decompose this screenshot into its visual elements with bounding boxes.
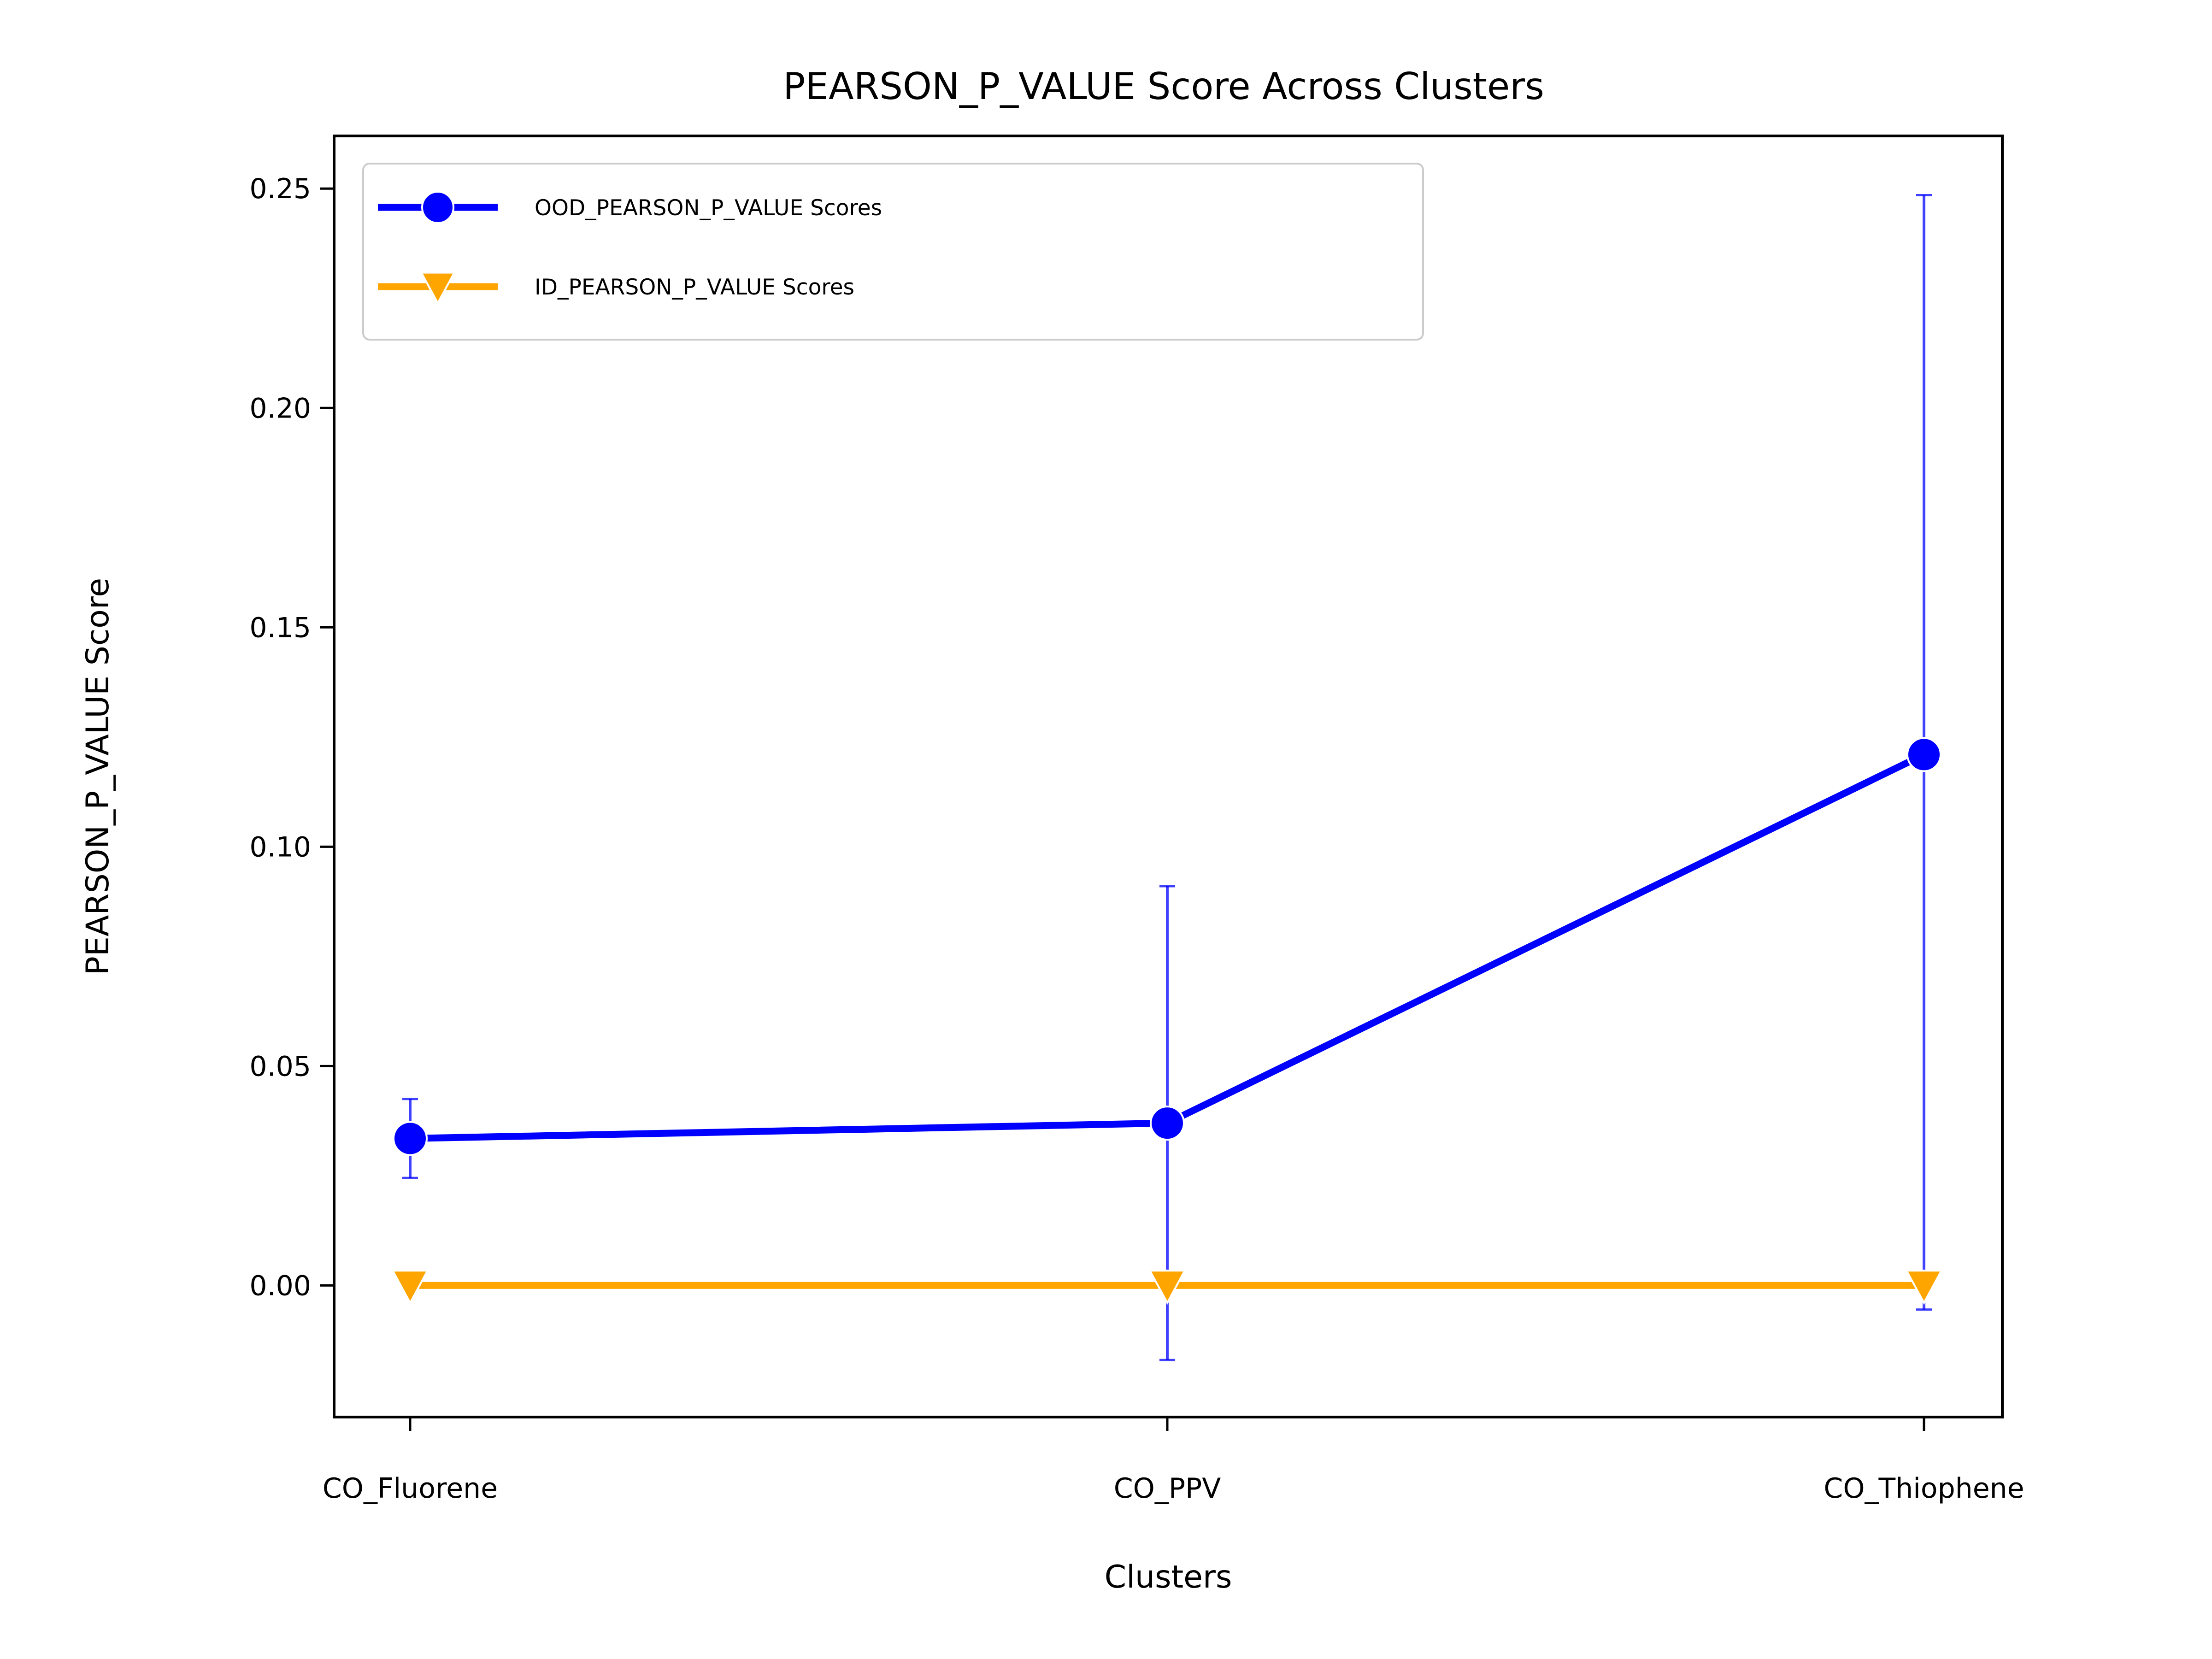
- id-pearson-p-value-scores-point: [391, 1270, 429, 1305]
- ood-pearson-p-value-scores-point: [1150, 1106, 1185, 1141]
- y-tick-label: 0.10: [249, 831, 311, 863]
- ood-pearson-p-value-scores-point: [1906, 737, 1941, 772]
- axis-ticks: 0.00 0.05 0.10 0.15 0.20 0.25 CO_Fluorene CO_PP…: [249, 173, 2024, 1505]
- legend-entry: ID_PEARSON_P_VALUE Scores: [378, 271, 854, 305]
- x-tick-label: CO_Thiophene: [1824, 1472, 2024, 1505]
- legend-frame: [362, 163, 1424, 341]
- y-tick-label: 0.20: [249, 392, 311, 424]
- y-tick-label: 0.00: [249, 1270, 311, 1302]
- y-tick-label: 0.05: [249, 1050, 311, 1082]
- y-tick-label: 0.25: [249, 173, 311, 205]
- legend-label: ID_PEARSON_P_VALUE Scores: [535, 275, 854, 300]
- id-pearson-p-value-scores-point: [1905, 1270, 1943, 1305]
- x-tick-label: CO_Fluorene: [323, 1472, 498, 1505]
- legend-label: OOD_PEARSON_P_VALUE Scores: [535, 195, 882, 221]
- chart-title: PEARSON_P_VALUE Score Across Clusters: [783, 65, 1544, 108]
- ood-pearson-p-value-scores-point: [393, 1121, 428, 1156]
- plot-area: [391, 194, 1943, 1361]
- x-tick-label: CO_PPV: [1114, 1472, 1221, 1505]
- y-axis-label: PEARSON_P_VALUE Score: [80, 578, 116, 975]
- legend: OOD_PEARSON_P_VALUE Scores ID_PEARSON_P_V…: [362, 163, 1424, 341]
- legend-marker-swatch: [421, 191, 454, 224]
- id-pearson-p-value-scores-point: [1148, 1270, 1187, 1305]
- y-tick-label: 0.15: [249, 612, 311, 644]
- legend-entry: OOD_PEARSON_P_VALUE Scores: [378, 191, 882, 224]
- legend-marker-swatch: [419, 271, 456, 305]
- x-axis-label: Clusters: [1105, 1559, 1232, 1595]
